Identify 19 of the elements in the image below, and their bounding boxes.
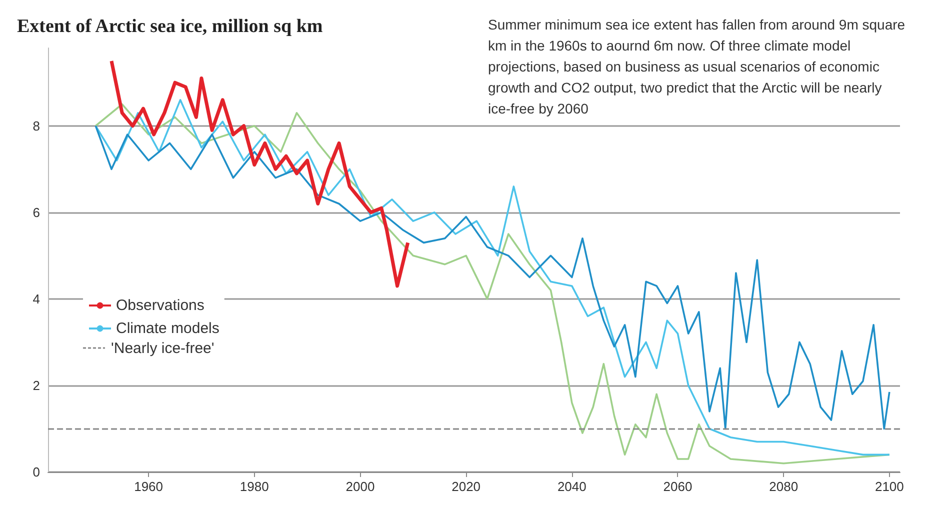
y-tick-label: 0 bbox=[32, 464, 40, 480]
x-tick-label: 2020 bbox=[452, 479, 481, 494]
y-tick-label: 6 bbox=[32, 204, 40, 220]
line-series bbox=[110, 59, 410, 288]
x-tick-label: 2060 bbox=[663, 479, 692, 494]
chart-title: Extent of Arctic sea ice, million sq km bbox=[17, 16, 323, 37]
y-tick-label: 2 bbox=[32, 378, 40, 393]
x-tick-label: 1960 bbox=[134, 479, 164, 494]
x-tick-label: 2100 bbox=[874, 479, 904, 494]
annotation: Summer minimum sea ice extent has fallen from around 9m square km in the 1960s to aournd 6m now. Of three climate model projections, based on business as usual scenarios of economic growth and CO2 output, two predict that the Arctic will be nearly ice-free by 2060 bbox=[488, 16, 909, 116]
x-tick-label: 1980 bbox=[240, 479, 269, 494]
x-tick-label: 2040 bbox=[557, 479, 586, 494]
legend-label: Observations bbox=[116, 297, 204, 314]
legend-label: 'Nearly ice-free' bbox=[111, 340, 214, 357]
y-tick-label: 8 bbox=[32, 118, 40, 134]
y-tick-label: 4 bbox=[32, 291, 40, 306]
legend-label: Climate models bbox=[116, 320, 220, 337]
x-tick-label: 2000 bbox=[346, 479, 375, 494]
x-tick-label: 2080 bbox=[769, 479, 798, 494]
